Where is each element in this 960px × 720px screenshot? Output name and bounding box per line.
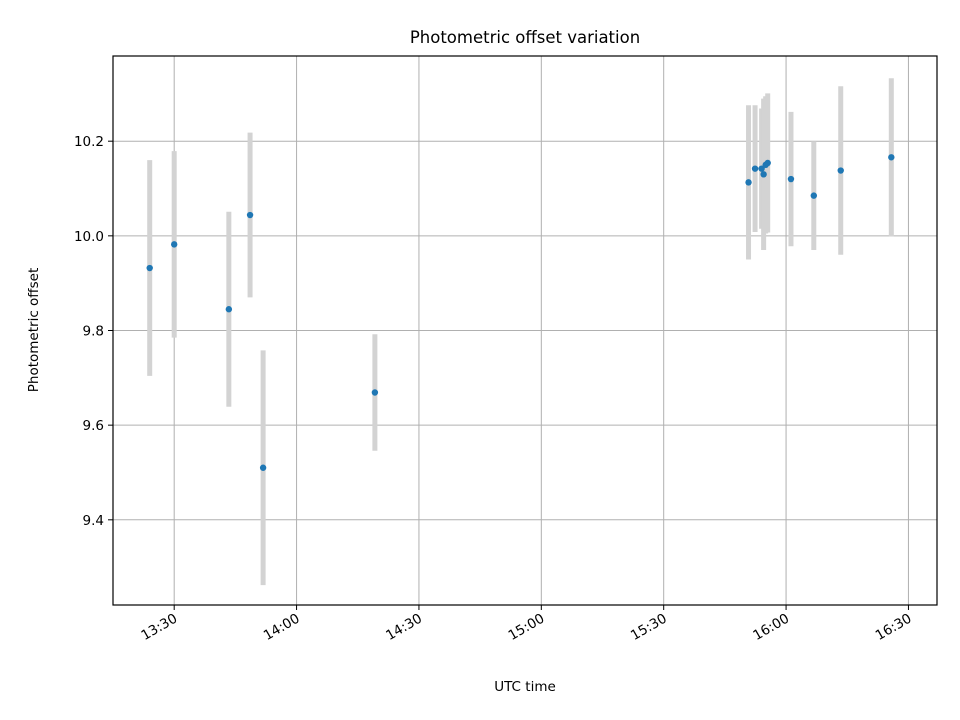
y-tick-label: 9.4 [83, 513, 104, 529]
data-point [758, 165, 765, 172]
chart-title: Photometric offset variation [410, 28, 640, 47]
data-point [246, 211, 254, 219]
data-point [888, 154, 895, 161]
data-point [787, 175, 795, 183]
data-point [810, 192, 818, 199]
data-point [259, 464, 267, 471]
data-point [760, 171, 767, 178]
y-tick-label: 10.2 [74, 134, 104, 150]
y-axis-label: Photometric offset [26, 268, 42, 392]
data-point [225, 306, 233, 313]
y-axis: 9.4 9.6 9.8 10.0 10.2 [74, 134, 113, 529]
data-point [837, 167, 844, 174]
data-point [745, 179, 752, 186]
x-axis-label: UTC time [494, 679, 556, 695]
data-point [170, 241, 178, 248]
data-point [371, 389, 379, 396]
data-point [764, 159, 771, 167]
y-tick-label: 10.0 [74, 229, 104, 245]
y-tick-label: 9.8 [83, 324, 104, 340]
data-points [146, 154, 895, 471]
data-point [751, 165, 759, 172]
y-tick-label: 9.6 [83, 418, 104, 434]
data-point [146, 264, 153, 272]
